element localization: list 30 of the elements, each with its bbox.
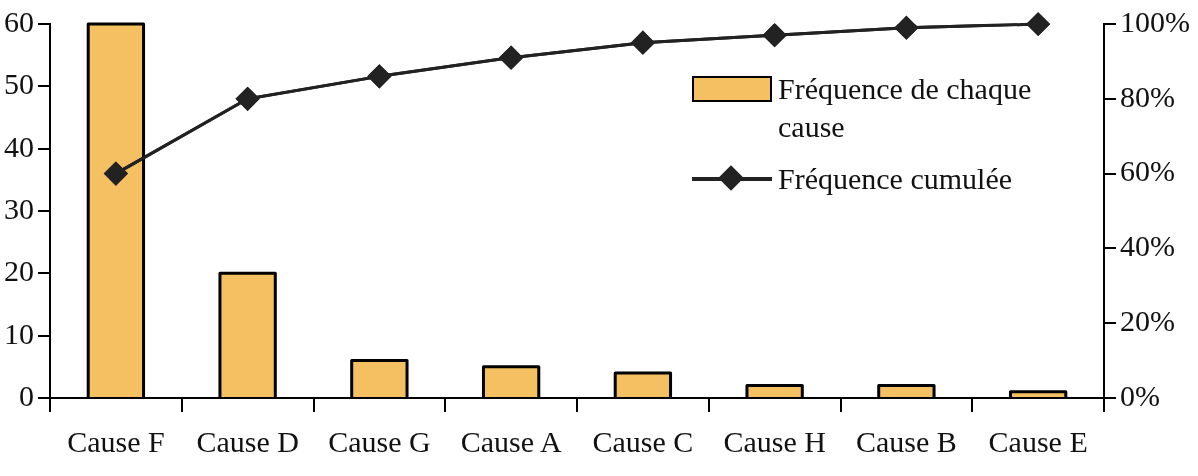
point [367,64,391,88]
x-tick-label: Cause F [67,424,165,458]
y-tick-label: 0 [19,378,34,412]
legend-label: Fréquence de chaque cause [778,71,1033,145]
y2-tick-label: 100% [1120,4,1191,38]
x-tick-label: Cause B [855,424,957,458]
x-tick-label: Cause D [196,424,299,458]
y-tick-label: 60 [4,4,34,38]
x-tick-label: Cause A [460,424,562,458]
y-tick-label: 10 [4,316,34,350]
y2-tick-label: 20% [1120,304,1176,338]
y-tick-label: 40 [4,129,34,163]
x-tick-label: Cause G [328,424,431,458]
point [104,162,128,186]
y2-tick-label: 80% [1120,79,1176,113]
y-tick-label: 20 [4,254,34,288]
x-tick-label: Cause C [592,424,694,458]
point [1026,12,1050,36]
point [499,46,523,70]
point [631,31,655,55]
point [894,16,918,40]
y2-tick-label: 0% [1120,378,1161,412]
y2-tick-label: 40% [1120,229,1176,263]
x-tick-label: Cause H [723,424,826,458]
legend-label: Fréquence cumulée [778,161,1013,197]
y-tick-label: 30 [4,191,34,225]
x-tick-label: Cause E [988,424,1088,458]
point [236,87,260,111]
y2-tick-label: 60% [1120,154,1176,188]
y-tick-label: 50 [4,67,34,101]
